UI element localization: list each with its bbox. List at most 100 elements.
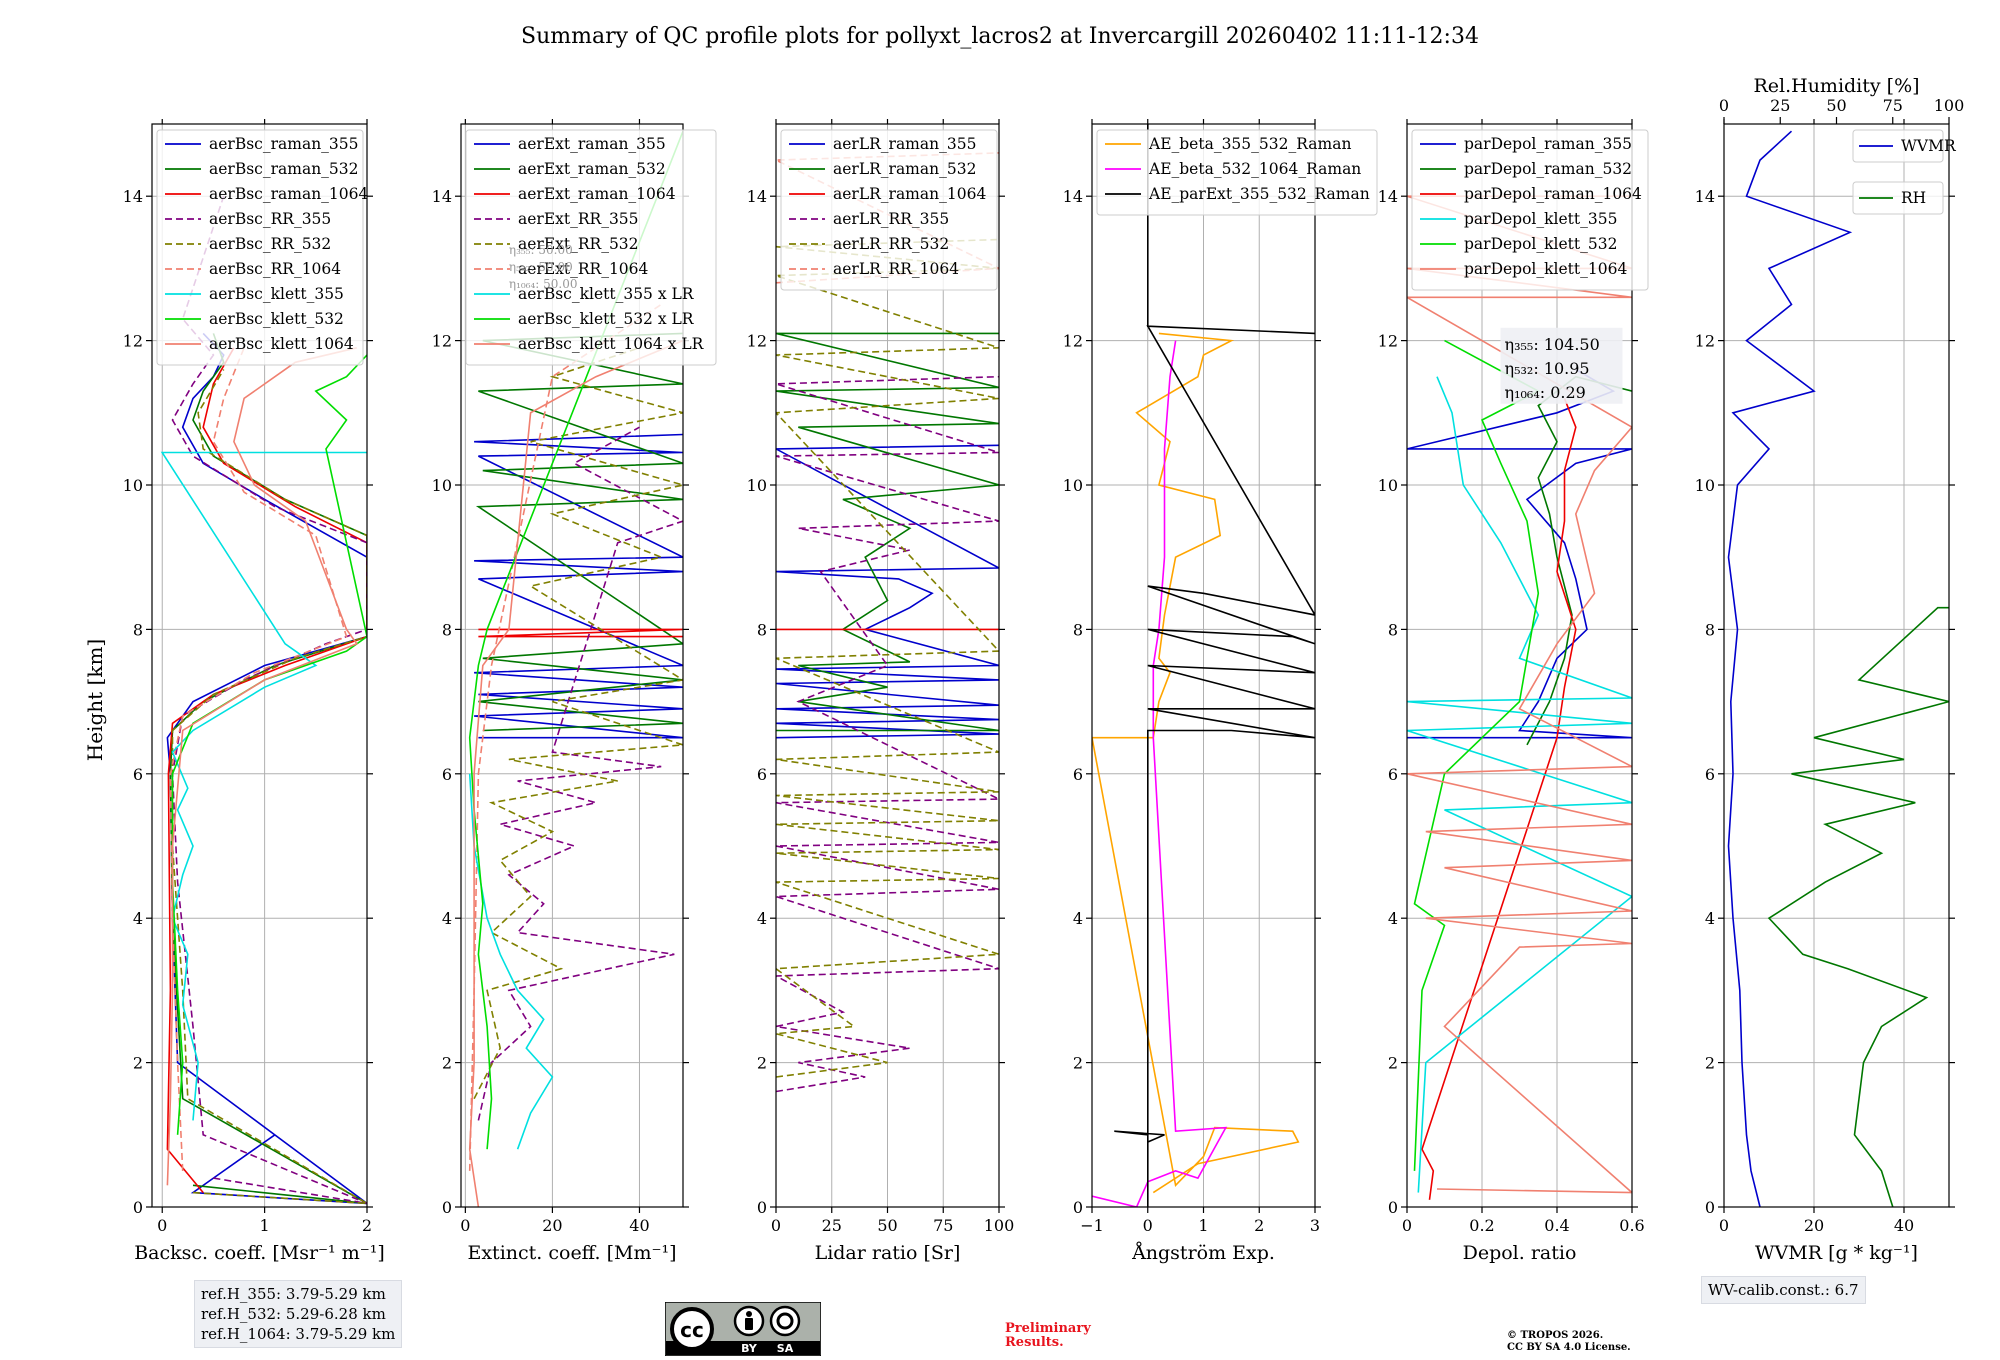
series-aerbsc-raman-1064 (166, 347, 367, 1194)
legend-entry: RH (1901, 189, 1926, 207)
legend-entry: parDepol_raman_532 (1464, 160, 1632, 178)
y-tick-label: 10 (432, 476, 452, 495)
series-aerbsc-klett-532-x-lr (468, 130, 683, 1150)
y-tick-label: 2 (1705, 1054, 1715, 1073)
legend-entry: aerBsc_RR_355 (209, 210, 331, 228)
y-tick-label: 6 (1705, 765, 1715, 784)
x-axis-label: Lidar ratio [Sr] (815, 1242, 961, 1264)
legend-entry: aerBsc_klett_1064 x LR (518, 335, 705, 353)
share-alike-icon (769, 1305, 801, 1337)
y-tick-label: 0 (1388, 1198, 1398, 1217)
x-tick-label: 0 (157, 1216, 167, 1235)
y-tick-label: 4 (757, 909, 767, 928)
legend-entry: aerExt_raman_355 (518, 135, 666, 153)
y-tick-label: 12 (1695, 332, 1715, 351)
legend-entry: AE_beta_355_532_Raman (1148, 135, 1351, 153)
series-aerbsc-klett-355-x-lr (468, 773, 554, 1150)
plot-frame (1723, 123, 1950, 1208)
legend-entry: aerBsc_klett_1064 (209, 335, 354, 353)
series-aerbsc-klett-1064 (166, 347, 359, 1186)
plot-frame (151, 123, 368, 1208)
legend: AE_beta_355_532_Raman AE_beta_532_1064_Ra… (1096, 129, 1378, 216)
y-tick-label: 6 (442, 765, 452, 784)
x-tick-label: 20 (542, 1216, 562, 1235)
wv-calib-const: WV-calib.const.: 6.7 (1708, 1281, 1859, 1299)
x2-tick-label: 0 (1719, 96, 1729, 115)
copyright-line-2: CC BY SA 4.0 License. (1507, 1342, 1631, 1353)
y-tick-label: 2 (1388, 1054, 1398, 1073)
y-tick-label: 10 (1063, 476, 1083, 495)
legend: aerExt_raman_355 aerExt_raman_532 aerExt_r… (465, 129, 717, 366)
x-axis-label: Extinct. coeff. [Mm⁻¹] (467, 1242, 676, 1264)
eta-label: η₃₅₅: 104.50 (1505, 335, 1600, 354)
x-tick-label: 2 (362, 1216, 372, 1235)
x-tick-label: 100 (984, 1216, 1015, 1235)
wv-calibration-box: WV-calib.const.: 6.7 (1701, 1276, 1866, 1304)
legend-entry: aerLR_raman_532 (833, 160, 976, 178)
legend-entry: parDepol_klett_1064 (1464, 260, 1627, 278)
x-axis-label: Depol. ratio (1463, 1242, 1577, 1264)
eta-labels: η₃₅₅: 50.00 η₅₃₂: 50.00 η₁₀₆₄: 50.00 (509, 243, 578, 291)
y-tick-label: 6 (757, 765, 767, 784)
y-tick-label: 2 (133, 1054, 143, 1073)
legend: parDepol_raman_355 parDepol_raman_532 parD… (1411, 129, 1649, 291)
legend-entry: aerBsc_raman_532 (209, 160, 359, 178)
y-tick-label: 12 (123, 332, 143, 351)
y-tick-label: 4 (1073, 909, 1083, 928)
x-tick-label: 1 (1198, 1216, 1208, 1235)
x-tick-label: 1 (260, 1216, 270, 1235)
y-tick-label: 8 (1388, 620, 1398, 639)
x-tick-label: 0 (1719, 1216, 1729, 1235)
y-tick-label: 8 (757, 620, 767, 639)
series-aerlr-raman-532 (776, 332, 999, 732)
y-tick-label: 14 (432, 187, 452, 206)
panel-extinction: 0 20 40 0 2 4 6 8 10 12 14 Extinct. coeff. [Mm⁻¹] ae… (432, 119, 717, 1264)
y-tick-label: 0 (442, 1198, 452, 1217)
ref-height-532: ref.H_532: 5.29-6.28 km (201, 1305, 386, 1323)
legend: aerBsc_raman_355 aerBsc_raman_532 aerBsc_r… (156, 129, 369, 366)
legend-entry: AE_beta_532_1064_Raman (1148, 160, 1361, 178)
x-tick-label: 0 (1143, 1216, 1153, 1235)
y-tick-label: 0 (757, 1198, 767, 1217)
x2-tick-label: 100 (1934, 96, 1965, 115)
series-aerext-rr-532 (473, 347, 683, 1100)
y-tick-label: 12 (1378, 332, 1398, 351)
y-tick-label: 14 (747, 187, 767, 206)
x-tick-label: 3 (1310, 1216, 1320, 1235)
legend: aerLR_raman_355 aerLR_raman_532 aerLR_rama… (780, 129, 998, 291)
x-tick-label: 0 (771, 1216, 781, 1235)
series-aerlr-rr-532 (776, 238, 999, 1078)
cc-icon (670, 1307, 714, 1351)
legend-entry: aerExt_raman_1064 (518, 185, 676, 203)
x-tick-label: 20 (1804, 1216, 1824, 1235)
x-tick-label: 40 (1894, 1216, 1914, 1235)
y-tick-label: 6 (133, 765, 143, 784)
ref-height-1064: ref.H_1064: 3.79-5.29 km (201, 1325, 396, 1343)
y-tick-label: 4 (442, 909, 452, 928)
reference-height-box: ref.H_355: 3.79-5.29 km ref.H_532: 5.29-… (194, 1280, 403, 1348)
series-aerlr-raman-355 (776, 444, 999, 739)
y-tick-label: 6 (1388, 765, 1398, 784)
legend-entry: parDepol_raman_1064 (1464, 185, 1642, 203)
series-aerext-rr-355 (477, 426, 683, 1121)
panel-lidar_ratio: 0 25 50 75 100 0 2 4 6 8 10 12 14 Lidar ratio [Sr] aer… (747, 119, 1015, 1264)
series-aerbsc-rr-532 (171, 369, 367, 1205)
preliminary-line-1: Preliminary (1005, 1321, 1091, 1336)
series-aerext-rr-1064 (468, 303, 662, 1171)
legend-entry: aerLR_RR_355 (833, 210, 949, 228)
eta-label: η₅₃₂: 10.95 (1505, 359, 1590, 378)
series-wvmr (1727, 130, 1853, 1207)
sa-label: SA (777, 1342, 794, 1355)
x-tick-label: 0 (1402, 1216, 1412, 1235)
x-tick-label: 75 (933, 1216, 953, 1235)
legend-entry: aerLR_raman_1064 (833, 185, 986, 203)
x-tick-label: −1 (1080, 1216, 1104, 1235)
grid (1091, 124, 1316, 1208)
y-tick-label: 4 (1705, 909, 1715, 928)
x-axis-label: Backsc. coeff. [Msr⁻¹ m⁻¹] (134, 1242, 385, 1264)
series-ae-beta-355-532-raman (1092, 332, 1300, 1194)
series-pardepol-raman-1064 (1421, 398, 1577, 1200)
panel-depol: 0 0.2 0.4 0.6 0 2 4 6 8 10 12 14 Depol. ratio parDepo… (1378, 119, 1649, 1264)
